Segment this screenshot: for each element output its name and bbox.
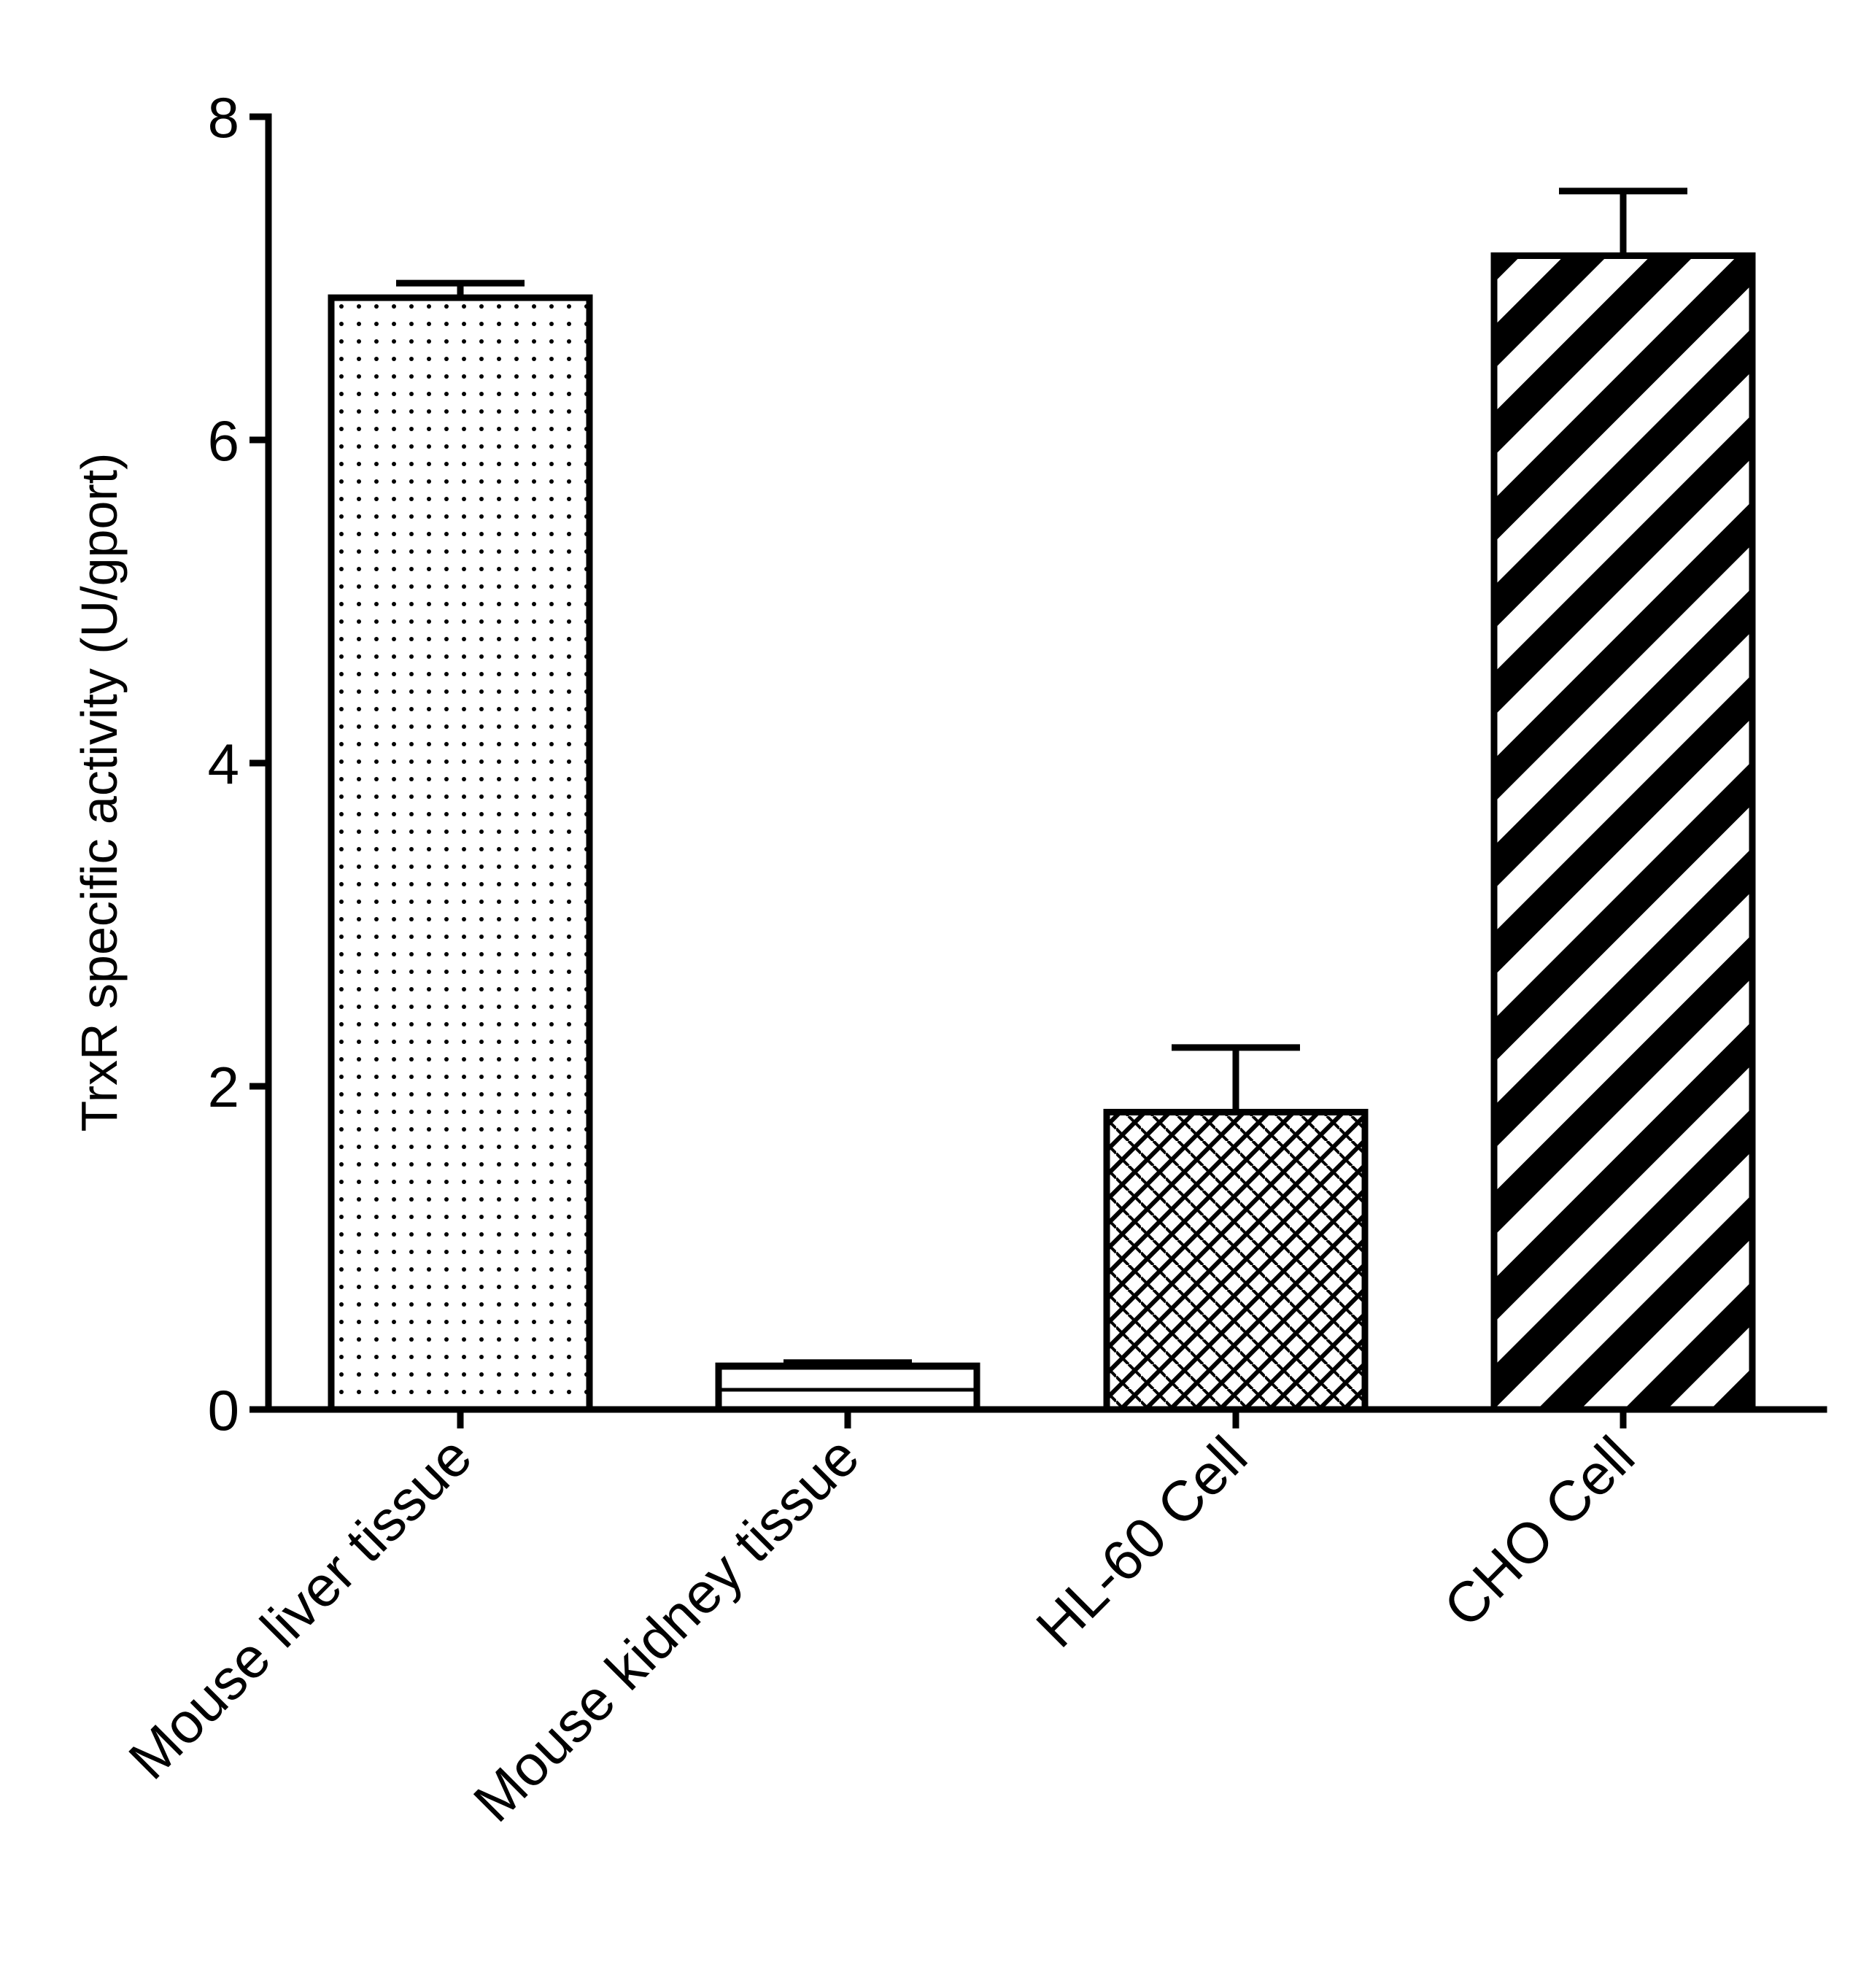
y-tick-label: 4 — [208, 732, 239, 796]
y-tick-label: 8 — [208, 85, 239, 150]
y-tick-label: 0 — [208, 1378, 239, 1442]
x-ticks-layer — [457, 1409, 1627, 1428]
bars-layer — [328, 252, 1756, 1413]
bar — [1490, 252, 1756, 1413]
y-axis-title: TrxR specific activity (U/gport) — [71, 453, 128, 1132]
bar — [328, 294, 593, 1413]
bar — [1103, 1108, 1369, 1413]
x-category-label: Mouse kidney tissue — [461, 1424, 871, 1834]
bar — [715, 1362, 980, 1413]
y-tick-label: 2 — [208, 1055, 239, 1119]
y-tick-label: 6 — [208, 409, 239, 473]
x-category-label: Mouse liver tissue — [116, 1424, 484, 1792]
x-category-label: CHO Cell — [1431, 1424, 1647, 1639]
y-ticks-layer: 0 2 4 6 8 — [208, 85, 268, 1442]
x-category-label: HL-60 Cell — [1024, 1424, 1259, 1660]
error-bars-layer — [396, 187, 1687, 1366]
